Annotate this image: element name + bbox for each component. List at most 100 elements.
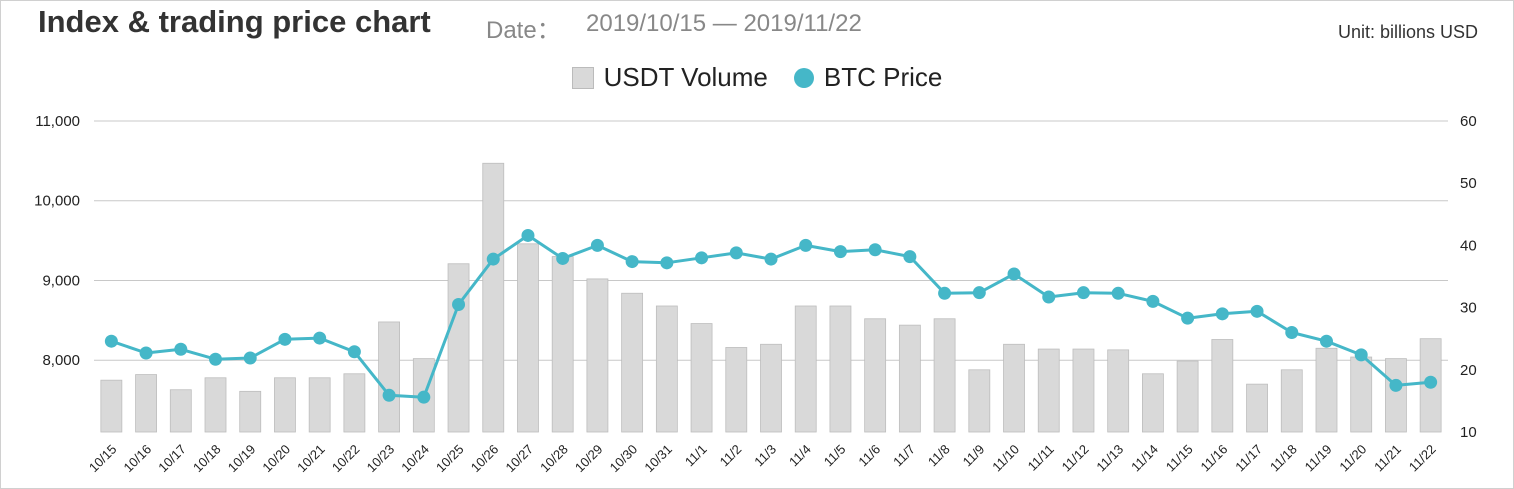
volume-bar bbox=[864, 318, 887, 433]
price-point bbox=[452, 297, 466, 311]
x-tick-label: 11/13 bbox=[1093, 442, 1126, 475]
x-tick-label: 10/23 bbox=[364, 442, 398, 476]
y-right-tick-label: 50 bbox=[1460, 175, 1477, 192]
price-point bbox=[868, 243, 882, 257]
price-point bbox=[521, 228, 535, 242]
price-point bbox=[174, 342, 188, 356]
price-point bbox=[972, 286, 986, 300]
x-tick-label: 11/22 bbox=[1406, 442, 1439, 475]
price-point bbox=[764, 252, 778, 266]
volume-bar bbox=[517, 243, 539, 433]
price-point bbox=[209, 352, 223, 366]
chart-legend: USDT Volume BTC Price bbox=[0, 62, 1514, 93]
x-tick-label: 10/16 bbox=[121, 442, 155, 476]
price-point bbox=[1076, 286, 1090, 300]
y-right-tick-label: 60 bbox=[1460, 113, 1477, 130]
x-tick-label: 10/29 bbox=[572, 442, 606, 476]
y-right-tick-label: 20 bbox=[1460, 362, 1477, 379]
x-tick-label: 10/27 bbox=[502, 442, 536, 476]
y-left-tick-label: 11,000 bbox=[35, 113, 80, 130]
x-tick-label: 10/17 bbox=[155, 442, 189, 476]
legend-label-volume: USDT Volume bbox=[603, 62, 768, 92]
volume-bar bbox=[1385, 358, 1407, 433]
x-tick-label: 11/11 bbox=[1025, 442, 1057, 474]
x-tick-label: 10/21 bbox=[294, 442, 328, 476]
volume-bar bbox=[1280, 369, 1303, 433]
volume-bar bbox=[378, 321, 401, 433]
volume-bar bbox=[829, 305, 852, 433]
x-tick-label: 11/3 bbox=[751, 442, 779, 470]
x-tick-label: 11/16 bbox=[1198, 442, 1231, 475]
price-point bbox=[1424, 375, 1438, 389]
x-tick-label: 11/17 bbox=[1232, 442, 1265, 475]
volume-bar bbox=[1246, 383, 1268, 433]
volume-bar bbox=[968, 369, 991, 433]
volume-bar bbox=[621, 292, 644, 433]
price-point bbox=[417, 390, 431, 404]
volume-bar bbox=[794, 305, 817, 433]
price-point bbox=[1319, 334, 1333, 348]
price-point bbox=[1250, 304, 1264, 318]
price-point bbox=[1389, 378, 1403, 392]
x-tick-label: 10/25 bbox=[433, 442, 467, 476]
volume-bar bbox=[1350, 356, 1373, 433]
legend-swatch-price bbox=[793, 67, 814, 88]
price-point bbox=[833, 245, 847, 259]
x-tick-label: 10/30 bbox=[607, 442, 641, 476]
x-tick-label: 11/10 bbox=[989, 442, 1022, 475]
volume-bar bbox=[1107, 349, 1130, 433]
price-point bbox=[313, 331, 327, 345]
price-point bbox=[625, 255, 639, 269]
y-right-tick-label: 10 bbox=[1460, 424, 1477, 441]
price-point bbox=[1354, 348, 1368, 362]
x-tick-label: 11/9 bbox=[960, 442, 988, 470]
price-point bbox=[486, 252, 500, 266]
volume-bar bbox=[1072, 348, 1095, 433]
x-tick-label: 11/19 bbox=[1302, 442, 1335, 475]
price-point bbox=[1285, 325, 1299, 339]
volume-bar bbox=[725, 347, 748, 433]
price-point bbox=[1181, 311, 1195, 325]
x-tick-label: 11/20 bbox=[1336, 442, 1369, 475]
price-point bbox=[729, 246, 743, 260]
price-point bbox=[382, 388, 396, 402]
x-tick-label: 10/26 bbox=[468, 442, 502, 476]
x-tick-label: 11/2 bbox=[717, 442, 745, 470]
x-tick-label: 10/24 bbox=[398, 442, 432, 476]
x-tick-label: 11/8 bbox=[925, 442, 953, 470]
y-left-tick-label: 10,000 bbox=[34, 193, 80, 210]
price-point bbox=[903, 250, 917, 264]
x-tick-label: 10/28 bbox=[537, 442, 571, 476]
x-tick-label: 11/15 bbox=[1163, 442, 1196, 475]
price-point bbox=[695, 251, 709, 265]
volume-bar bbox=[1315, 347, 1338, 433]
volume-bar bbox=[1037, 348, 1060, 433]
x-tick-label: 10/31 bbox=[641, 442, 675, 476]
volume-bar bbox=[135, 374, 157, 433]
x-tick-label: 11/1 bbox=[682, 442, 710, 470]
y-left-tick-label: 9,000 bbox=[42, 272, 80, 289]
x-tick-label: 10/15 bbox=[86, 442, 120, 476]
x-tick-label: 11/18 bbox=[1267, 442, 1300, 475]
volume-bar bbox=[343, 373, 366, 433]
price-point bbox=[1111, 286, 1125, 300]
volume-bar bbox=[655, 305, 678, 433]
x-tick-label: 10/22 bbox=[329, 442, 363, 476]
volume-bar bbox=[690, 323, 713, 433]
volume-bar bbox=[551, 256, 574, 433]
price-point bbox=[278, 332, 292, 346]
price-point bbox=[1007, 267, 1021, 281]
price-point bbox=[347, 345, 361, 359]
unit-label: Unit: billions USD bbox=[1337, 22, 1478, 42]
x-tick-label: 11/14 bbox=[1128, 442, 1161, 475]
volume-bar bbox=[169, 389, 192, 433]
volume-bar bbox=[482, 162, 505, 433]
volume-bar bbox=[898, 324, 921, 433]
price-point bbox=[799, 238, 813, 252]
volume-bar bbox=[274, 377, 296, 433]
price-point bbox=[590, 238, 604, 252]
date-label: Date： bbox=[486, 17, 561, 44]
price-point bbox=[1146, 294, 1160, 308]
x-tick-label: 11/12 bbox=[1059, 442, 1092, 475]
price-point bbox=[104, 334, 118, 348]
